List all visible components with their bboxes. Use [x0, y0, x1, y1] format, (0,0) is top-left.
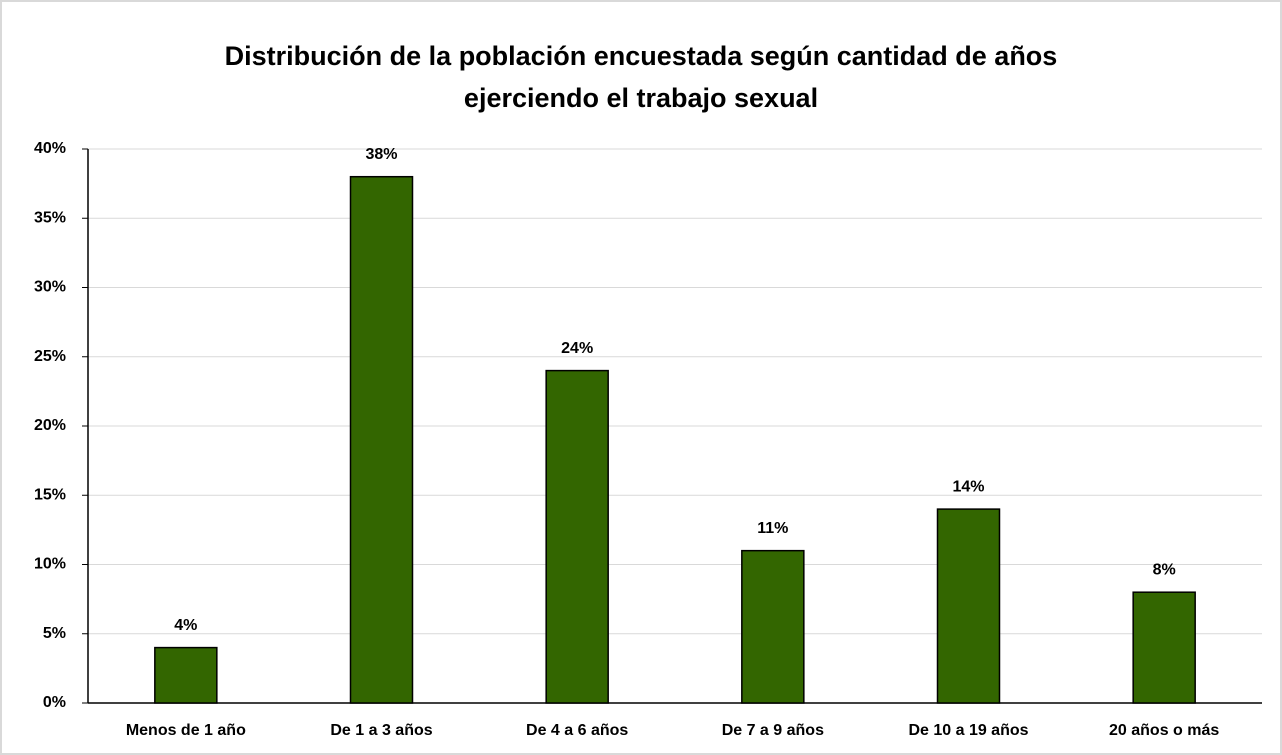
y-tick-label: 40% [34, 140, 66, 157]
x-tick-label: 20 años o más [1109, 722, 1219, 739]
y-tick-label: 5% [43, 625, 66, 642]
value-label: 14% [952, 478, 984, 495]
chart-title: ejerciendo el trabajo sexual [464, 83, 818, 113]
y-tick-label: 20% [34, 417, 66, 434]
y-tick-label: 0% [43, 694, 66, 711]
chart-title: Distribución de la población encuestada … [225, 41, 1058, 71]
y-tick-label: 15% [34, 486, 66, 503]
x-tick-label: Menos de 1 año [126, 722, 246, 739]
y-tick-label: 35% [34, 209, 66, 226]
value-label: 24% [561, 340, 593, 357]
bar [1132, 591, 1196, 704]
x-tick-label: De 4 a 6 años [526, 722, 628, 739]
y-tick-label: 25% [34, 348, 66, 365]
y-tick-label: 10% [34, 556, 66, 573]
bar [545, 369, 609, 704]
bar [349, 175, 414, 704]
bar [936, 508, 1001, 704]
value-label: 8% [1153, 561, 1176, 578]
value-label: 11% [757, 520, 788, 537]
x-tick-label: De 1 a 3 años [330, 722, 432, 739]
value-label: 38% [365, 146, 397, 163]
bar [154, 646, 218, 704]
x-tick-label: De 7 a 9 años [722, 722, 824, 739]
x-tick-label: De 10 a 19 años [908, 722, 1028, 739]
y-tick-label: 30% [34, 279, 66, 296]
bar [741, 549, 805, 704]
value-label: 4% [174, 617, 197, 634]
